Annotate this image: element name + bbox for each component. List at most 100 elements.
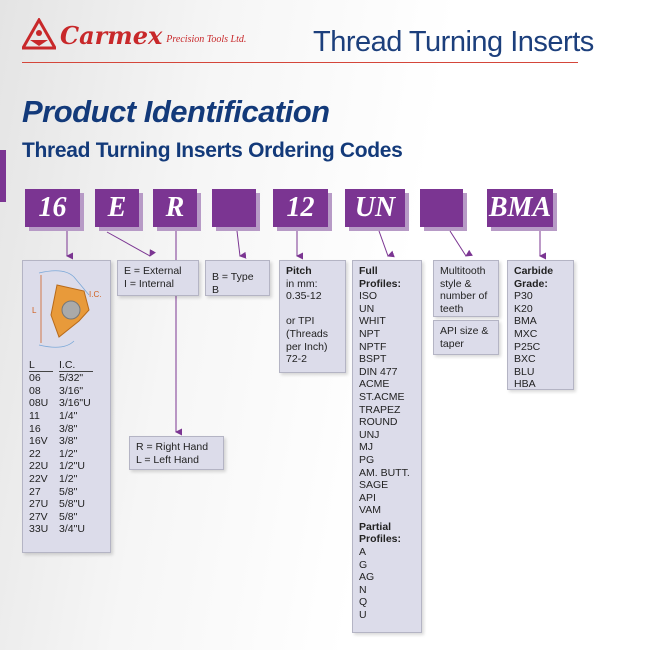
full-profile-item: PG — [359, 453, 375, 466]
section-subtitle: Thread Turning Inserts Ordering Codes — [22, 139, 403, 162]
pitch-title: Pitch — [286, 265, 312, 277]
size-panel: L I.C. L I.C. 06 5/32" 08 3/16" 08U 3/16"U 11 1… — [22, 260, 111, 553]
diagram-label-ic: I.C. — [89, 290, 101, 299]
carmex-logo-icon — [22, 18, 56, 50]
size-ic: 1/4" — [59, 409, 78, 422]
size-l: 22 — [29, 447, 41, 460]
size-l: 22U — [29, 460, 49, 473]
grade-title: Carbide Grade: — [514, 265, 554, 290]
partial-profile-item: U — [359, 609, 367, 622]
size-table: L I.C. 06 5/32" 08 3/16" 08U 3/16"U 11 1/4" 16 3/… — [29, 359, 104, 536]
code-box-profile: UN — [345, 189, 405, 227]
full-profile-item: AM. BUTT. — [359, 466, 410, 479]
grade-item: MXC — [514, 327, 538, 340]
grade-item: K20 — [514, 302, 533, 315]
grade-item: P30 — [514, 290, 533, 303]
insert-diagram-icon: L I.C. — [32, 270, 101, 348]
type-external: E = External — [124, 265, 182, 277]
type-panel: E = External I = Internal — [117, 260, 199, 296]
size-l: 27U — [29, 498, 49, 511]
full-profile-item: ACME — [359, 378, 390, 391]
full-profile-item: UN — [359, 302, 375, 315]
page-title: Product Identification — [22, 94, 330, 129]
size-l: 16V — [29, 435, 48, 448]
pitch-line: or TPI — [286, 315, 315, 328]
size-ic: 3/4"U — [59, 523, 85, 536]
size-ic: 1/2" — [59, 447, 78, 460]
full-profile-item: BSPT — [359, 353, 387, 366]
pitch-line: (Threads — [286, 327, 329, 340]
size-l: 06 — [29, 372, 41, 385]
brand-name: Carmex — [60, 21, 163, 50]
full-profile-item: ST.ACME — [359, 390, 405, 403]
size-l: 11 — [29, 409, 40, 422]
grade-item: BLU — [514, 365, 535, 378]
typeb-panel: B = Type B — [205, 260, 270, 296]
pitch-line: per Inch) — [286, 340, 328, 353]
full-profile-item: NPTF — [359, 340, 387, 353]
pitch-line: 0.35-12 — [286, 290, 322, 303]
size-l: 22V — [29, 472, 48, 485]
partial-profile-item: A — [359, 546, 367, 559]
full-profile-item: MJ — [359, 441, 373, 454]
pitch-panel: Pitch in mm: 0.35-12 or TPI (Threads per Inc… — [279, 260, 346, 373]
header-title: Thread Turning Inserts — [313, 26, 594, 58]
size-ic: 5/8"U — [59, 498, 85, 511]
code-box-grade: BMA — [487, 189, 553, 227]
full-profile-item: UNJ — [359, 428, 380, 441]
size-l: 08U — [29, 397, 49, 410]
full-profile-item: DIN 477 — [359, 365, 398, 378]
size-ic: 3/8" — [59, 422, 78, 435]
multitooth-panel: Multitooth style & number of teeth — [433, 260, 499, 317]
pitch-line: 72-2 — [286, 353, 308, 366]
hand-left: L = Left Hand — [136, 453, 199, 466]
type-internal: I = Internal — [124, 277, 174, 290]
full-profile-item: VAM — [359, 504, 381, 517]
partial-profile-item: Q — [359, 596, 368, 609]
partial-profile-item: G — [359, 558, 368, 571]
size-ic: 5/8" — [59, 510, 78, 523]
code-box-hand: R — [153, 189, 197, 227]
full-profile-item: TRAPEZ — [359, 403, 401, 416]
hand-panel: R = Right Hand L = Left Hand — [129, 436, 224, 470]
size-l: 08 — [29, 384, 41, 397]
full-profiles-title: Full Profiles: — [359, 265, 402, 290]
header-divider — [22, 62, 578, 63]
full-profile-item: API — [359, 491, 376, 504]
size-ic: 5/8" — [59, 485, 78, 498]
partial-profile-item: AG — [359, 571, 375, 584]
code-box-pitch: 12 — [273, 189, 328, 227]
grade-item: P25C — [514, 340, 541, 353]
grade-item: HBA — [514, 378, 536, 391]
col-header-ic: I.C. — [59, 359, 93, 373]
hand-right: R = Right Hand — [136, 441, 209, 453]
code-box-type: E — [95, 189, 139, 227]
full-profile-item: ROUND — [359, 416, 398, 429]
grade-item: BXC — [514, 353, 536, 366]
api-panel: API size & taper — [433, 320, 499, 355]
size-ic: 1/2" — [59, 472, 78, 485]
partial-profiles-title: Partial Profiles: — [359, 520, 402, 546]
full-profile-item: ISO — [359, 290, 378, 303]
full-profile-item: WHIT — [359, 315, 386, 328]
size-ic: 1/2"U — [59, 460, 85, 473]
size-ic: 3/16" — [59, 384, 84, 397]
code-box-multitooth — [420, 189, 463, 227]
carmex-logo: Carmex Precision Tools Ltd. — [22, 18, 246, 50]
size-l: 33U — [29, 523, 49, 536]
size-l: 27 — [29, 485, 41, 498]
diagram-label-l: L — [32, 306, 37, 315]
partial-profile-item: N — [359, 583, 367, 596]
side-accent-bar — [0, 150, 6, 202]
grade-panel: Carbide Grade: P30 K20 BMA MXC P25C BXC BLU HBA — [507, 260, 574, 390]
size-ic: 3/16"U — [59, 397, 91, 410]
size-ic: 5/32" — [59, 372, 84, 385]
full-profile-item: SAGE — [359, 479, 389, 492]
size-ic: 3/8" — [59, 435, 78, 448]
grade-item: BMA — [514, 315, 537, 328]
full-profile-item: NPT — [359, 327, 380, 340]
code-box-typeb — [212, 189, 256, 227]
pitch-line: in mm: — [286, 277, 318, 290]
size-l: 16 — [29, 422, 41, 435]
profile-panel: Full Profiles: ISO UN WHIT NPT NPTF BSPT DIN 4… — [352, 260, 422, 633]
